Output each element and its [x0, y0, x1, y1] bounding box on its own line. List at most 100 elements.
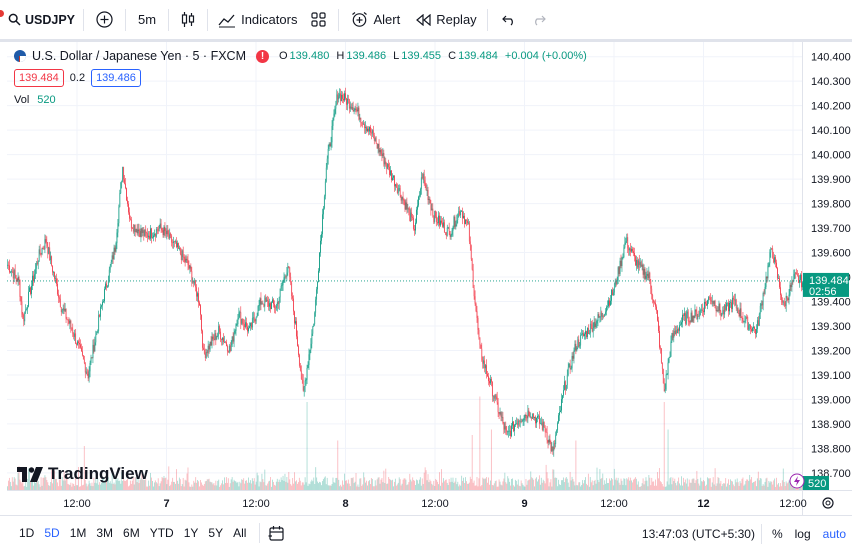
candle-body	[444, 232, 446, 234]
volume-bar	[604, 480, 606, 490]
candle-body	[219, 326, 221, 332]
undo-button[interactable]	[488, 0, 524, 41]
candle-body	[689, 321, 691, 323]
volume-bar	[750, 479, 752, 490]
price-chart[interactable]: 140.400140.300140.200140.100140.000139.9…	[7, 42, 852, 515]
candle-body	[238, 312, 240, 319]
replay-button[interactable]: Replay	[408, 0, 486, 41]
range-5d[interactable]: 5D	[44, 526, 60, 540]
volume-bar	[21, 483, 23, 490]
symbol-search[interactable]: USDJPY	[0, 0, 83, 41]
candle-body	[795, 272, 797, 274]
volume-bar	[560, 484, 561, 490]
range-6m[interactable]: 6M	[123, 526, 140, 540]
volume-bar	[220, 485, 222, 490]
time-tick-label: 12:00	[600, 498, 628, 510]
range-1m[interactable]: 1M	[69, 526, 87, 540]
range-ytd[interactable]: YTD	[149, 526, 174, 540]
volume-bar	[72, 483, 74, 490]
symbol-name: USDJPY	[25, 12, 76, 27]
range-all[interactable]: All	[233, 526, 247, 540]
price-tick-label: 139.200	[811, 345, 851, 357]
alert-button[interactable]: Alert	[339, 0, 408, 41]
calendar-range-icon[interactable]	[268, 525, 285, 542]
candle-body	[301, 379, 303, 381]
volume-bar	[272, 479, 273, 490]
indicators-button[interactable]: Indicators	[208, 0, 305, 41]
candle-body	[764, 287, 766, 294]
volume-bar	[192, 486, 194, 490]
volume-bar	[509, 481, 511, 490]
redo-button[interactable]	[524, 0, 554, 41]
candle-body	[539, 415, 540, 424]
volume-bar	[80, 486, 81, 490]
volume-bar	[238, 486, 240, 490]
candle-body	[594, 321, 596, 327]
volume-bar	[201, 484, 203, 490]
timezone-clock[interactable]: 13:47:03 (UTC+5:30)	[641, 526, 755, 541]
candle-body	[636, 259, 638, 268]
candle-body	[559, 412, 560, 416]
volume-bar	[414, 480, 416, 490]
candle-body	[207, 345, 209, 354]
candle-body	[143, 230, 145, 236]
candle-body	[739, 308, 741, 317]
range-3m[interactable]: 3M	[96, 526, 114, 540]
volume-bar	[527, 480, 529, 490]
auto-scale-toggle[interactable]: auto	[822, 526, 846, 541]
sell-price-button[interactable]: 139.484	[14, 69, 64, 87]
volume-bar	[690, 482, 692, 490]
volume-bar	[506, 483, 508, 490]
volume-bar	[237, 481, 239, 490]
price-tick-label: 140.400	[811, 52, 851, 64]
volume-bar	[309, 484, 311, 490]
volume-bar	[496, 486, 498, 490]
candle-body	[542, 421, 544, 430]
volume-bar	[256, 472, 258, 490]
candle-body	[507, 431, 509, 433]
candle-body	[541, 422, 543, 430]
volume-bar	[249, 482, 250, 490]
volume-bar	[343, 484, 344, 490]
compare-button[interactable]	[84, 0, 125, 41]
candle-body	[109, 265, 111, 270]
price-tick-label: 139.100	[811, 370, 851, 382]
candle-body	[735, 299, 737, 309]
chart-pane[interactable]: 140.400 140.300 140.200 140.100 140.000 139.9…	[7, 42, 852, 515]
candle-body	[212, 336, 214, 339]
volume-bar	[233, 479, 235, 490]
symbol-title[interactable]: U.S. Dollar / Japanese Yen · 5 · FXCM	[32, 49, 246, 63]
volume-bar	[332, 477, 334, 490]
candle-body	[641, 264, 643, 267]
candle-body	[54, 272, 55, 279]
tradingview-watermark[interactable]: TradingView	[17, 464, 148, 484]
candle-body	[693, 315, 695, 318]
volume-bar	[112, 483, 114, 490]
market-closed-alert-icon[interactable]: !	[255, 49, 269, 63]
range-1d[interactable]: 1D	[19, 526, 35, 540]
volume-bar	[760, 478, 762, 490]
volume-bar	[468, 482, 470, 490]
layouts-button[interactable]	[305, 0, 338, 41]
volume-bar	[196, 482, 198, 490]
candle-body	[625, 241, 627, 243]
candle-body	[581, 334, 583, 336]
volume-bar	[667, 429, 669, 490]
percent-scale-toggle[interactable]: %	[771, 526, 783, 541]
range-5y[interactable]: 5Y	[208, 526, 224, 540]
log-scale-toggle[interactable]: log	[794, 526, 811, 541]
volume-bar	[541, 482, 543, 490]
candle-body	[496, 396, 498, 403]
volume-bar	[455, 477, 457, 490]
range-1y[interactable]: 1Y	[183, 526, 199, 540]
interval-button[interactable]: 5m	[138, 12, 157, 27]
candle-body	[172, 242, 174, 244]
buy-price-button[interactable]: 139.486	[91, 69, 141, 87]
volume-bar	[734, 479, 736, 490]
candle-body	[168, 234, 170, 239]
candle-body	[166, 230, 168, 235]
candle-body	[353, 110, 355, 112]
candle-body	[771, 248, 773, 249]
candle-body	[145, 229, 147, 233]
chart-type-button[interactable]	[169, 0, 207, 41]
